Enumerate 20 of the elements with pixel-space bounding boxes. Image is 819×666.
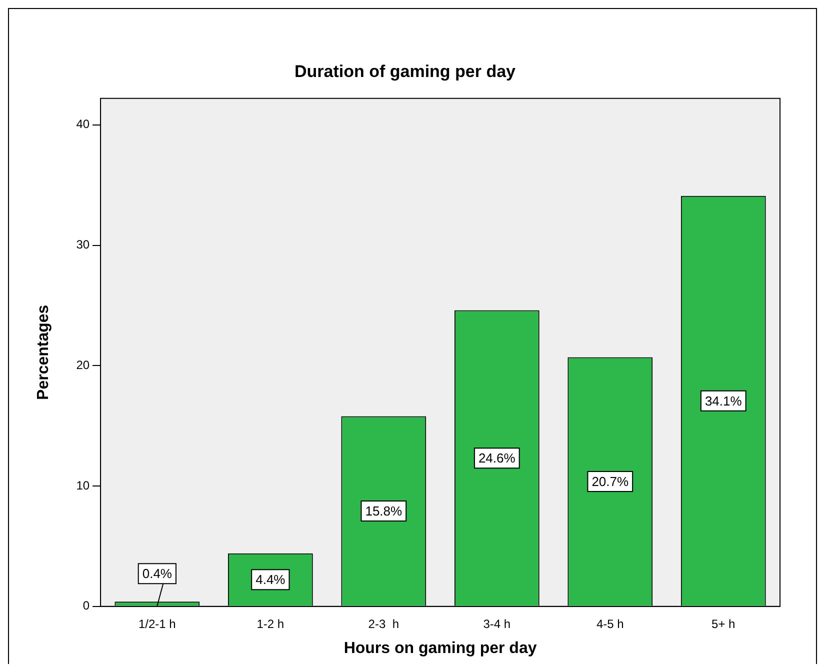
data-label: 20.7% [592, 474, 629, 490]
y-tick-label: 20 [76, 358, 90, 372]
x-axis-title: Hours on gaming per day [344, 640, 537, 657]
y-tick-label: 30 [76, 238, 90, 252]
chart-title: Duration of gaming per day [294, 62, 516, 81]
x-tick-label: 5+ h [712, 616, 736, 631]
x-tick-label: 1/2-1 h [138, 616, 176, 631]
x-tick-label: 4-5 h [596, 616, 624, 631]
data-label: 0.4% [142, 566, 172, 582]
y-tick-label: 0 [82, 598, 90, 613]
data-label: 34.1% [704, 393, 742, 408]
y-axis-title: Percentages [35, 304, 52, 400]
data-label: 15.8% [365, 504, 403, 519]
data-label: 24.6% [478, 450, 516, 466]
x-tick-label: 2-3 h [368, 616, 399, 631]
y-tick-label: 10 [76, 478, 90, 492]
y-tick-label: 40 [76, 117, 90, 132]
x-tick-label: 1-2 h [256, 616, 284, 631]
x-tick-label: 3-4 h [483, 616, 511, 631]
data-label: 4.4% [256, 572, 286, 588]
